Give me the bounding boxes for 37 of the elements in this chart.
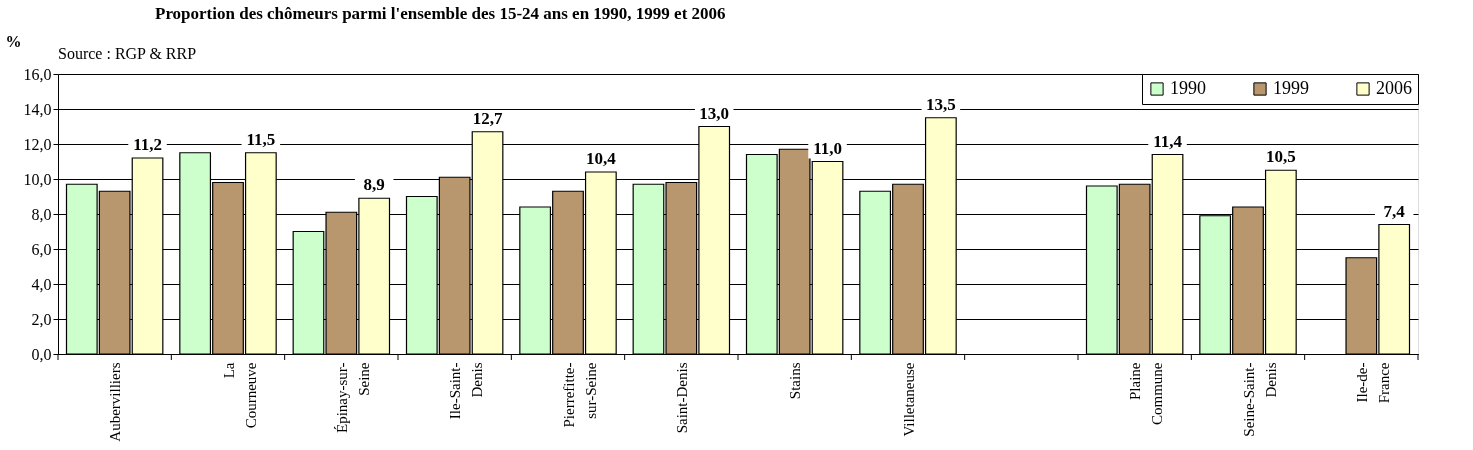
y-tick-label: 2,0: [31, 310, 52, 328]
x-tick-label: Ile-de-France: [1353, 362, 1392, 404]
data-label: 11,2: [133, 135, 162, 154]
legend-label: 1999: [1273, 78, 1309, 98]
legend-label: 1990: [1170, 78, 1206, 98]
data-label: 11,5: [246, 129, 276, 149]
x-tick-label: Aubervilliers: [107, 362, 124, 442]
data-label: 10,4: [585, 149, 617, 168]
data-label: 12,7: [472, 108, 503, 128]
data-label: 8,9: [363, 175, 385, 195]
chart-title: Proportion des chômeurs parmi l'ensemble des 15-24 ans en 1990, 1999 et 2006: [155, 4, 726, 23]
y-tick-label: 4,0: [31, 275, 52, 293]
data-label: 7,4: [1383, 201, 1406, 221]
x-tick-label: Seine-Saint-Denis: [1240, 362, 1279, 437]
y-tick-label: 14,0: [23, 100, 52, 118]
source-note: Source : RGP & RRP: [58, 45, 197, 62]
y-axis-title: %: [5, 32, 22, 50]
data-label: 10,5: [1265, 147, 1296, 167]
x-tick-label: Ile-Saint-Denis: [447, 362, 486, 420]
y-tick-label: 10,0: [23, 170, 52, 188]
legend-label: 2006: [1376, 78, 1412, 98]
x-tick-label: Saint-Denis: [673, 362, 690, 434]
y-tick-label: 16,0: [23, 65, 52, 83]
data-label: 11,4: [1153, 131, 1183, 151]
y-tick-label: 6,0: [31, 240, 52, 258]
x-tick-label: Pierrefitte-sur-Seine: [560, 362, 599, 428]
x-tick-label: La Courneuve: [220, 362, 259, 429]
x-tick-label: Villetaneuse: [900, 362, 917, 437]
data-label: 13,5: [925, 94, 956, 114]
data-label: 11,0: [813, 138, 842, 158]
y-tick-label: 12,0: [23, 135, 52, 153]
y-tick-label: 8,0: [31, 205, 52, 223]
y-tick-label: 0,0: [31, 345, 52, 363]
x-tick-label: Épinay-sur-Seine: [333, 362, 372, 434]
x-tick-label: Plaine Commune: [1127, 362, 1166, 425]
x-tick-label: Stains: [787, 362, 804, 400]
data-label: 13,0: [699, 103, 730, 123]
